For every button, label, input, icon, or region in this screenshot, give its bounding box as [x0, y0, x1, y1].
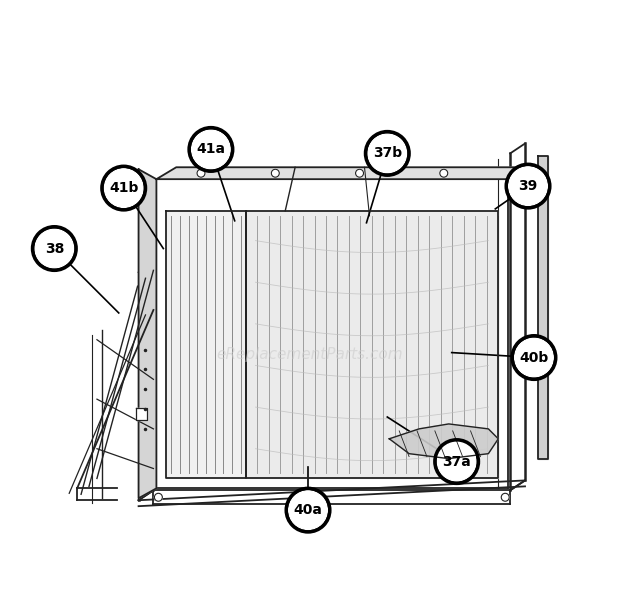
- Circle shape: [35, 229, 74, 268]
- Circle shape: [289, 491, 327, 529]
- Circle shape: [32, 227, 76, 270]
- Circle shape: [440, 169, 448, 177]
- Polygon shape: [136, 408, 148, 420]
- Circle shape: [356, 169, 363, 177]
- Circle shape: [102, 166, 146, 210]
- Text: 40b: 40b: [520, 351, 549, 365]
- Text: 40a: 40a: [294, 503, 322, 517]
- Polygon shape: [138, 169, 156, 498]
- Polygon shape: [389, 424, 498, 459]
- Circle shape: [197, 169, 205, 177]
- Circle shape: [189, 128, 232, 171]
- Text: eReplacementParts.com: eReplacementParts.com: [216, 347, 404, 362]
- Text: 37a: 37a: [442, 454, 471, 468]
- Polygon shape: [246, 211, 498, 478]
- Circle shape: [104, 169, 143, 208]
- Circle shape: [515, 338, 553, 377]
- Circle shape: [508, 167, 547, 206]
- Text: 39: 39: [518, 179, 538, 193]
- Circle shape: [366, 131, 409, 175]
- Circle shape: [192, 130, 230, 169]
- Polygon shape: [166, 211, 246, 478]
- Polygon shape: [538, 157, 548, 459]
- Circle shape: [286, 488, 330, 532]
- Circle shape: [506, 165, 550, 208]
- Circle shape: [368, 134, 407, 173]
- Text: 41a: 41a: [197, 142, 226, 157]
- Circle shape: [435, 440, 479, 483]
- Circle shape: [272, 169, 279, 177]
- Circle shape: [437, 442, 476, 481]
- Text: 38: 38: [45, 241, 64, 255]
- Circle shape: [154, 493, 162, 501]
- Text: 41b: 41b: [109, 181, 138, 195]
- Text: 37b: 37b: [373, 146, 402, 160]
- Polygon shape: [156, 167, 523, 179]
- Circle shape: [501, 493, 509, 501]
- Circle shape: [512, 336, 556, 379]
